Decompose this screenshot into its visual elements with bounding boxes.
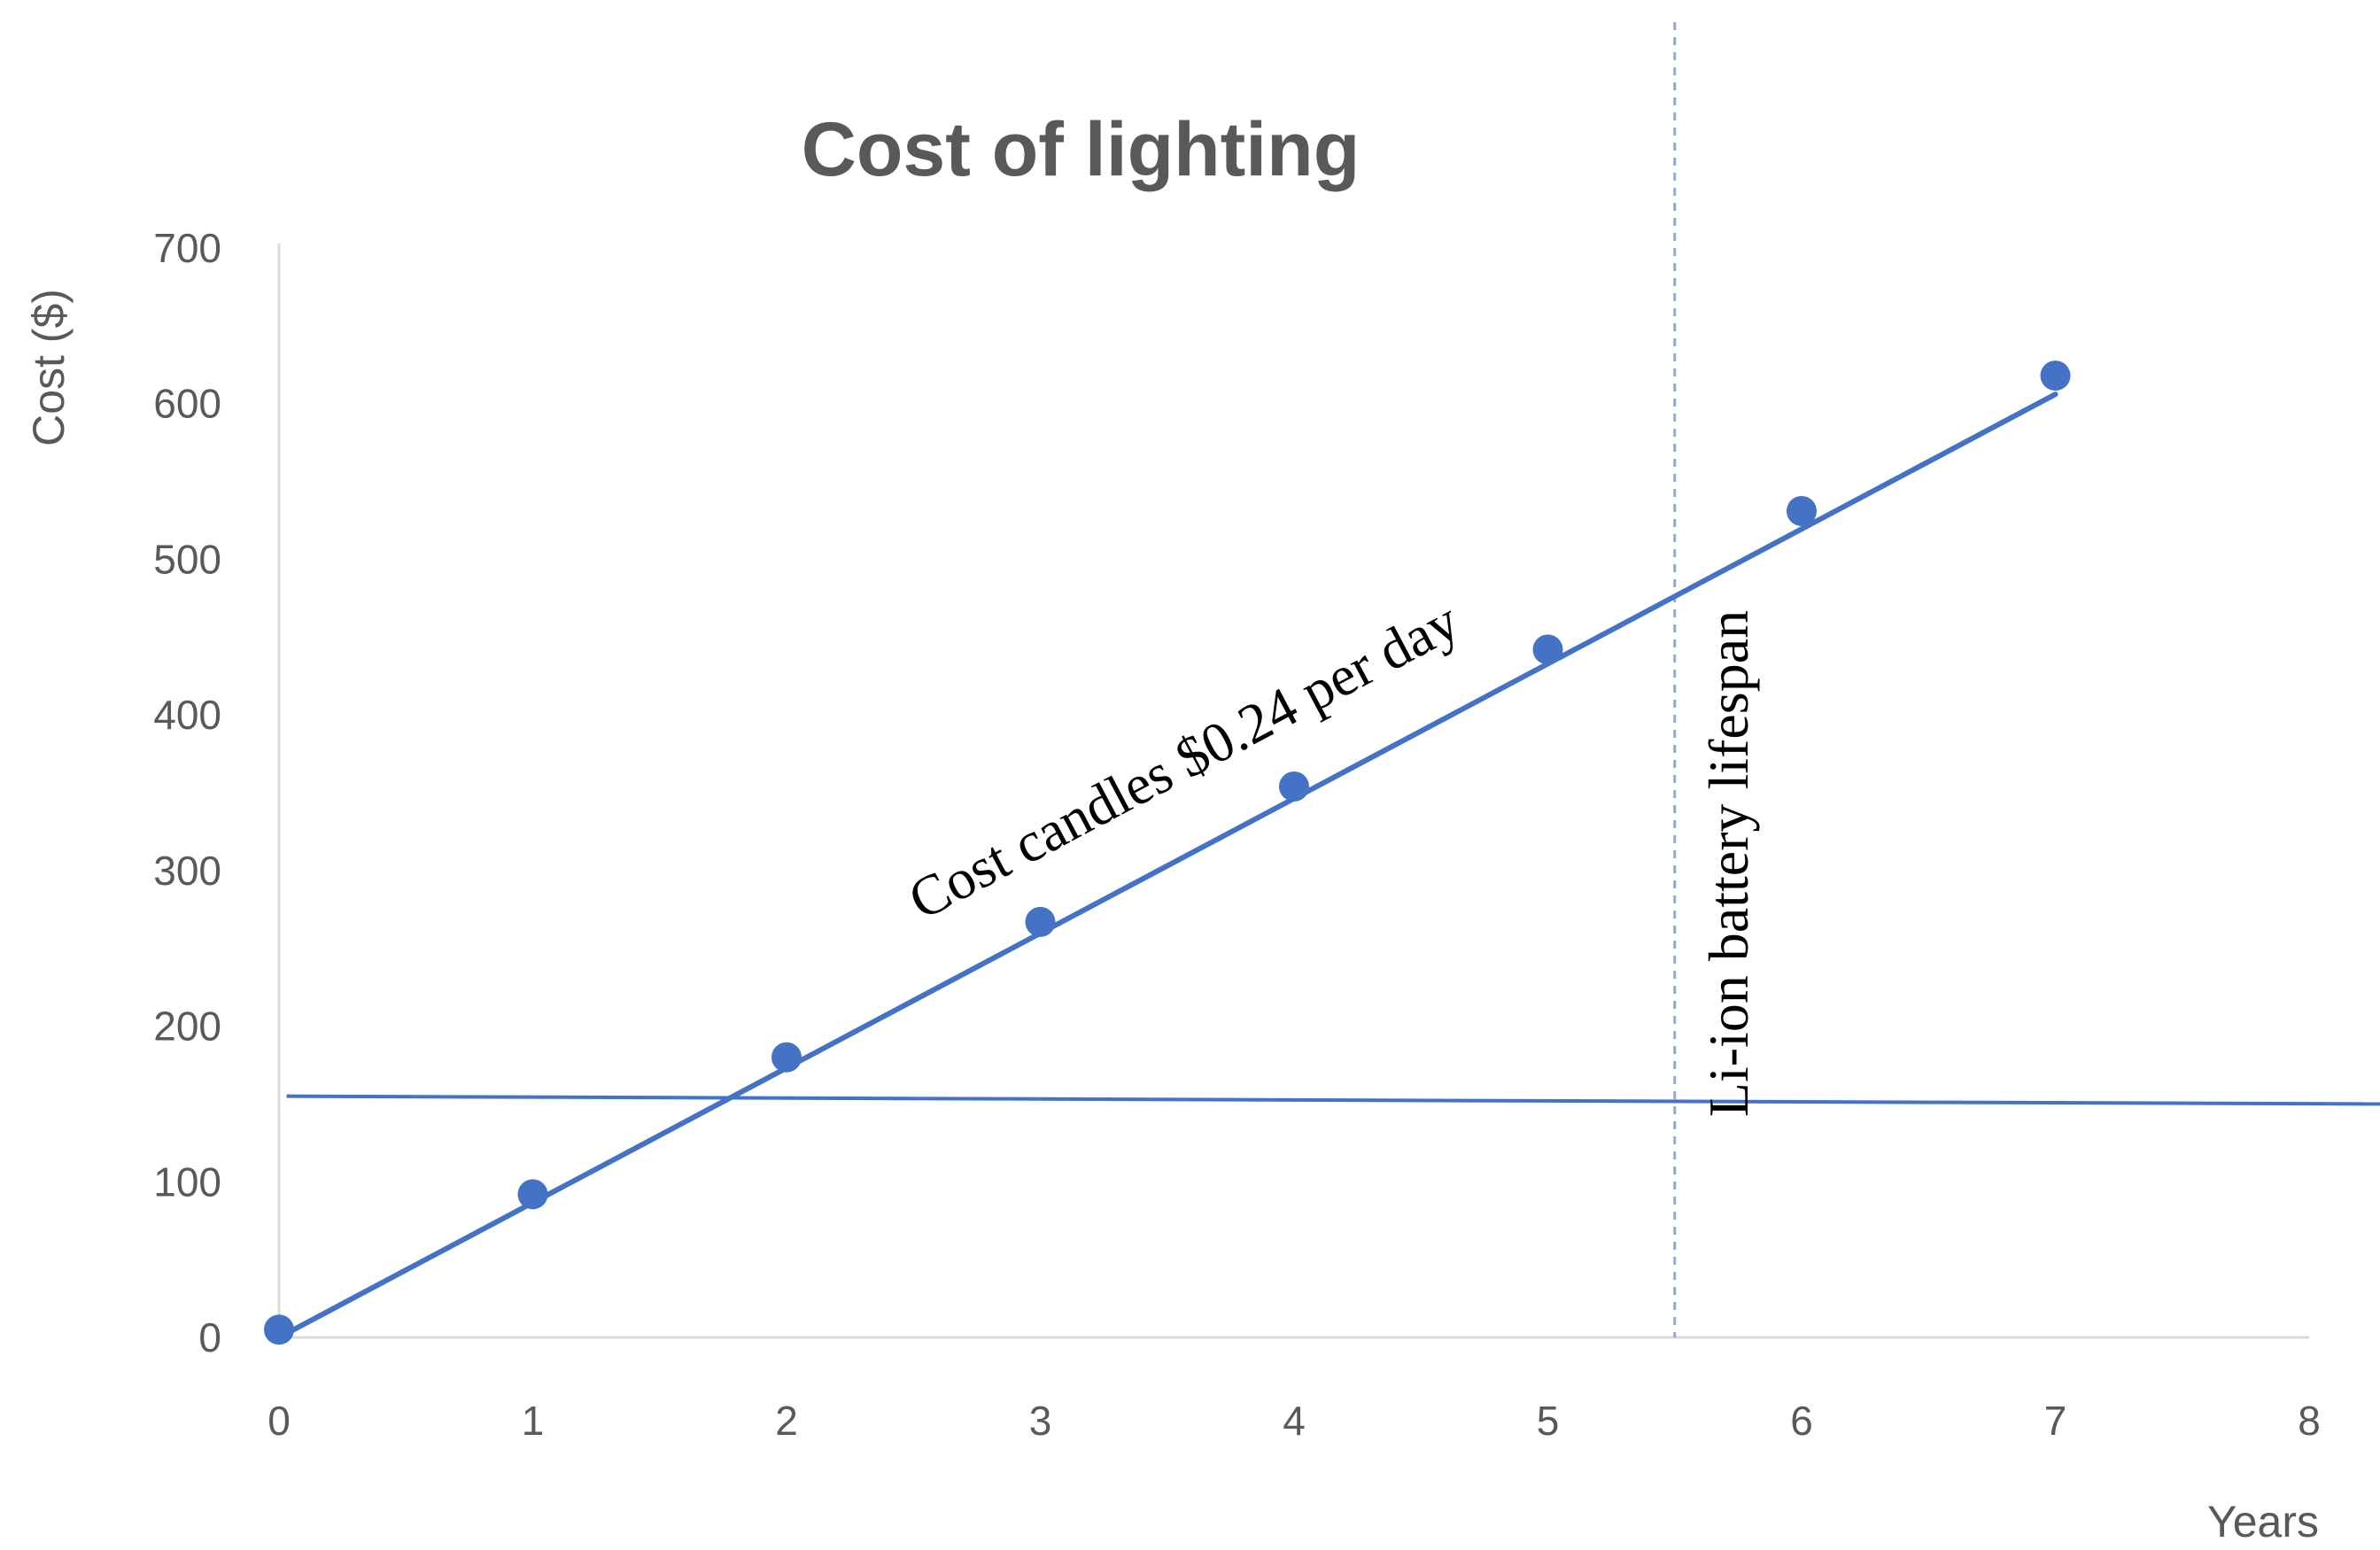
y-axis-title: Cost ($)	[24, 289, 74, 446]
point-7	[2040, 360, 2071, 391]
chart-title: Cost of lighting	[802, 107, 1361, 192]
data-points	[264, 360, 2071, 1345]
y-tick-2: 200	[153, 1004, 221, 1050]
point-2	[771, 1042, 802, 1073]
y-tick-labels: 0 100 200 300 400 500 600 700	[153, 225, 221, 1360]
x-tick-6: 6	[1790, 1398, 1813, 1444]
x-tick-2: 2	[775, 1398, 798, 1444]
y-tick-5: 500	[153, 536, 221, 582]
x-tick-0: 0	[267, 1398, 291, 1444]
x-tick-5: 5	[1537, 1398, 1560, 1444]
point-5	[1532, 634, 1563, 665]
x-axis-title: Years	[2207, 1497, 2319, 1546]
horizontal-reference-line	[286, 1094, 2380, 1106]
x-tick-4: 4	[1283, 1398, 1306, 1444]
trendline	[276, 391, 2058, 1340]
x-tick-1: 1	[522, 1398, 545, 1444]
point-4	[1279, 771, 1309, 802]
y-tick-0: 0	[198, 1314, 221, 1360]
reference-lines	[286, 22, 2380, 1337]
y-tick-1: 100	[153, 1159, 221, 1205]
point-3	[1025, 906, 1056, 937]
slope-annotation: Cost candles $0.24 per day	[898, 589, 1469, 932]
y-tick-6: 600	[153, 381, 221, 427]
x-tick-8: 8	[2298, 1398, 2321, 1444]
point-0	[264, 1314, 294, 1345]
trendline-group	[276, 391, 2058, 1340]
x-tick-labels: 0 1 2 3 4 5 6 7 8	[267, 1398, 2321, 1444]
y-tick-7: 700	[153, 225, 221, 271]
point-1	[517, 1179, 548, 1210]
x-tick-3: 3	[1029, 1398, 1052, 1444]
y-tick-3: 300	[153, 848, 221, 894]
x-tick-7: 7	[2044, 1398, 2067, 1444]
point-6	[1787, 495, 1817, 526]
vline-annotation: Li-ion battery lifespan	[1697, 610, 1760, 1117]
y-tick-4: 400	[153, 692, 221, 738]
